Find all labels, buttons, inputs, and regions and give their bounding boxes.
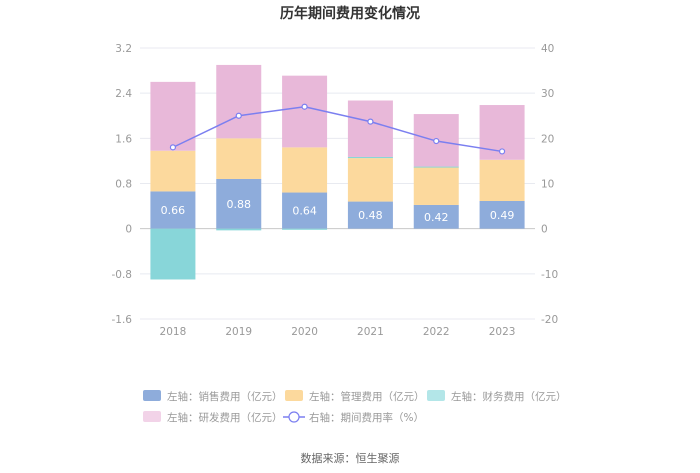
rate-line <box>169 103 506 155</box>
x-tick-label: 2021 <box>357 326 384 338</box>
bar-segment <box>347 201 393 229</box>
legend-label: 右轴：期间费用率（%） <box>309 411 424 424</box>
legend-label: 左轴：销售费用（亿元） <box>167 390 283 403</box>
left-tick-label: -1.6 <box>112 314 133 326</box>
bar-segment <box>347 158 393 202</box>
right-tick-label: 30 <box>541 88 554 100</box>
rate-point <box>433 137 440 145</box>
bar-segment <box>479 159 525 202</box>
bar-data-label: 0.42 <box>424 211 449 224</box>
x-tick-label: 2018 <box>160 326 187 338</box>
legend-swatch <box>143 411 161 422</box>
left-tick-label: 0.8 <box>115 179 132 191</box>
right-tick-label: -10 <box>541 269 558 281</box>
bars: 0.66 0.88 0.64 0.48 0.42 0.49 <box>150 64 525 280</box>
legend-label: 左轴：研发费用（亿元） <box>167 411 283 424</box>
source-text: 数据来源：恒生聚源 <box>301 451 400 465</box>
right-tick-label: -20 <box>541 314 558 326</box>
bar-segment <box>150 228 196 280</box>
bar-segment <box>282 147 328 193</box>
legend-swatch <box>285 390 303 401</box>
right-tick-label: 20 <box>541 133 554 145</box>
rate-point <box>235 112 242 119</box>
bar-segment <box>413 167 459 205</box>
grid <box>140 47 535 320</box>
rate-point <box>301 103 308 110</box>
bar-segment <box>347 156 393 159</box>
left-tick-label: 3.2 <box>115 43 132 55</box>
bar-segment <box>216 64 262 139</box>
x-tick-label: 2019 <box>225 326 252 338</box>
bar-segment <box>216 228 262 231</box>
rate-point <box>169 144 177 151</box>
legend-line-marker <box>288 411 300 423</box>
bar-data-label: 0.64 <box>292 205 317 218</box>
bar-segment <box>282 192 328 229</box>
axes: -1.6 -0.8 0 0.8 1.6 2.4 3.2 -20 -10 0 10 20 30 40 2018… <box>112 43 559 338</box>
bar-segment <box>282 75 328 148</box>
bar-data-label: 0.66 <box>161 204 186 217</box>
left-tick-label: 2.4 <box>115 88 132 100</box>
x-tick-label: 2020 <box>291 326 318 338</box>
bar-segment <box>216 178 262 229</box>
legend-swatch <box>427 390 445 401</box>
bar-segment <box>150 150 196 192</box>
legend-label: 左轴：财务费用（亿元） <box>451 390 567 403</box>
legend-swatch <box>143 390 161 401</box>
bar-segment <box>150 191 196 229</box>
left-tick-label: 1.6 <box>115 133 132 145</box>
bar-segment <box>347 100 393 157</box>
bar-data-label: 0.88 <box>227 198 252 211</box>
bar-segment <box>282 228 328 230</box>
bar-segment <box>413 166 459 168</box>
bar-segment <box>413 204 459 229</box>
left-tick-label: 0 <box>125 224 132 236</box>
rate-point <box>498 148 506 155</box>
x-tick-label: 2022 <box>423 326 450 338</box>
left-tick-label: -0.8 <box>112 269 133 281</box>
right-tick-label: 40 <box>541 43 554 55</box>
chart-title: 历年期间费用变化情况 <box>280 5 420 22</box>
right-tick-label: 0 <box>541 224 548 236</box>
bar-data-label: 0.49 <box>490 209 515 222</box>
bar-segment <box>150 81 196 151</box>
bar-segment <box>216 138 262 179</box>
right-tick-label: 10 <box>541 179 554 191</box>
legend-label: 左轴：管理费用（亿元） <box>309 390 425 403</box>
legend: 左轴：销售费用（亿元） 左轴：管理费用（亿元） 左轴：财务费用（亿元） 左轴：研发费用… <box>143 390 567 424</box>
rate-point <box>367 118 374 125</box>
bar-segment <box>479 201 525 229</box>
bar-data-label: 0.48 <box>358 209 383 222</box>
x-tick-label: 2023 <box>489 326 516 338</box>
rate-line-path <box>172 105 503 153</box>
